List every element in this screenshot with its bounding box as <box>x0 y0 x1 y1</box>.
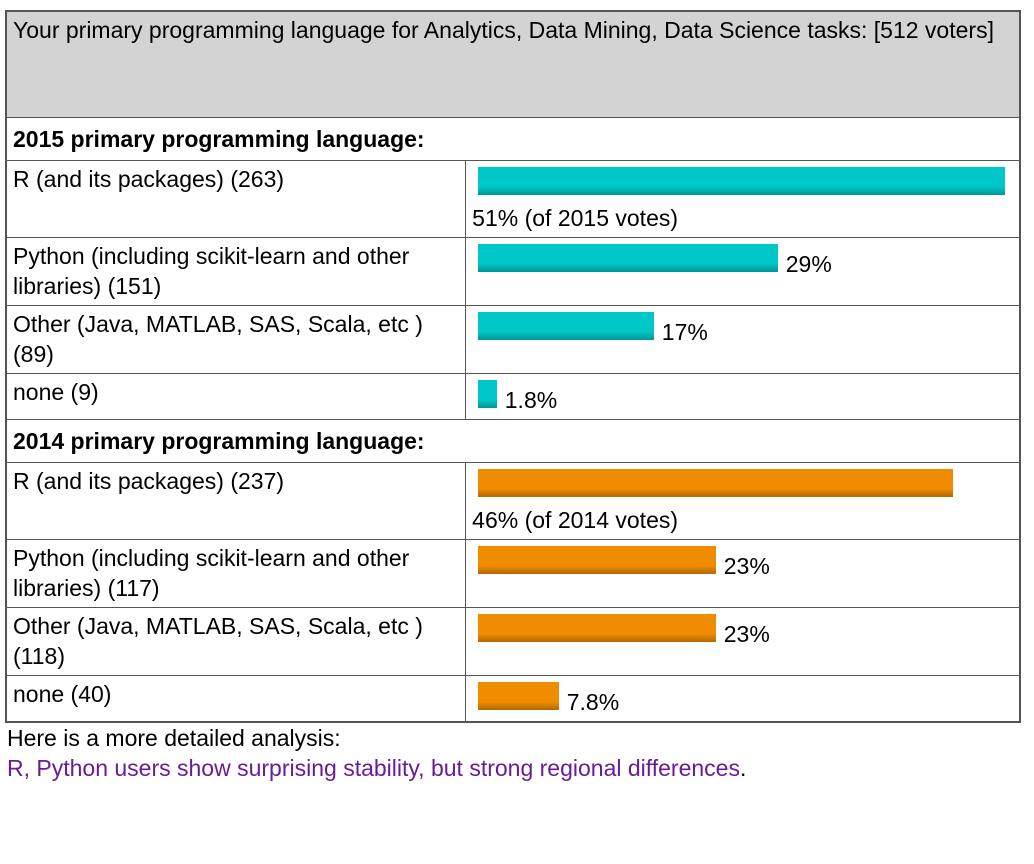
value-label: 23% <box>723 621 770 647</box>
bar <box>478 167 1005 195</box>
bar <box>478 546 716 574</box>
bar <box>478 469 954 497</box>
answer-result: 1.8% <box>465 373 1021 420</box>
value-label: 7.8% <box>566 689 620 715</box>
value-label: 23% <box>723 553 770 579</box>
answer-result: 46% (of 2014 votes) <box>465 462 1021 540</box>
result-cell: 23% <box>472 611 1013 649</box>
bar <box>478 380 497 408</box>
section-row: 2014 primary programming language: <box>5 419 1021 463</box>
answer-label: Other (Java, MATLAB, SAS, Scala, etc ) (… <box>5 607 467 676</box>
answer-result: 23% <box>465 607 1021 676</box>
poll-header: Your primary programming language for An… <box>5 10 1021 118</box>
poll-table: Your primary programming language for An… <box>5 10 1021 723</box>
footer-line: R, Python users show surprising stabilit… <box>7 753 1021 783</box>
answer-result: 7.8% <box>465 675 1021 723</box>
answer-row: R (and its packages) (263) 51% (of 2015 v… <box>5 160 1021 238</box>
answer-label: R (and its packages) (263) <box>5 160 467 238</box>
answer-label: Other (Java, MATLAB, SAS, Scala, etc ) (… <box>5 305 467 374</box>
answer-row: Other (Java, MATLAB, SAS, Scala, etc ) (… <box>5 607 1021 676</box>
footer: Here is a more detailed analysis: R, Pyt… <box>5 723 1021 783</box>
answer-row: Other (Java, MATLAB, SAS, Scala, etc ) (… <box>5 305 1021 374</box>
result-cell: 23% <box>472 543 1013 581</box>
poll: Your primary programming language for An… <box>5 10 1021 783</box>
answer-row: none (9) 1.8% <box>5 373 1021 420</box>
value-label: 17% <box>661 319 708 345</box>
result-cell: 1.8% <box>472 377 1013 415</box>
answer-result: 17% <box>465 305 1021 374</box>
section-row: 2015 primary programming language: <box>5 117 1021 161</box>
section-title: 2015 primary programming language: <box>5 117 1021 161</box>
value-label: 51% (of 2015 votes) <box>472 205 679 231</box>
answer-result: 23% <box>465 539 1021 608</box>
value-label: 1.8% <box>504 387 558 413</box>
bar <box>478 312 654 340</box>
answer-label: none (9) <box>5 373 467 420</box>
answer-result: 29% <box>465 237 1021 306</box>
footer-text: Here is a more detailed analysis: <box>7 725 341 751</box>
result-cell: 29% <box>472 241 1013 279</box>
analysis-link[interactable]: R, Python users show surprising stabilit… <box>7 755 740 781</box>
section-title: 2014 primary programming language: <box>5 419 1021 463</box>
answer-label: Python (including scikit-learn and other… <box>5 237 467 306</box>
value-label: 46% (of 2014 votes) <box>472 507 679 533</box>
answer-label: none (40) <box>5 675 467 723</box>
result-cell: 46% (of 2014 votes) <box>472 466 1013 535</box>
answer-label: Python (including scikit-learn and other… <box>5 539 467 608</box>
bar <box>478 614 716 642</box>
bar <box>478 682 559 710</box>
value-label: 29% <box>785 251 832 277</box>
answer-row: R (and its packages) (237) 46% (of 2014 v… <box>5 462 1021 540</box>
answer-row: none (40) 7.8% <box>5 675 1021 723</box>
footer-end: . <box>739 755 747 781</box>
result-cell: 51% (of 2015 votes) <box>472 164 1013 233</box>
result-cell: 17% <box>472 309 1013 347</box>
bar <box>478 244 778 272</box>
answer-result: 51% (of 2015 votes) <box>465 160 1021 238</box>
answer-row: Python (including scikit-learn and other… <box>5 539 1021 608</box>
result-cell: 7.8% <box>472 679 1013 717</box>
answer-row: Python (including scikit-learn and other… <box>5 237 1021 306</box>
answer-label: R (and its packages) (237) <box>5 462 467 540</box>
